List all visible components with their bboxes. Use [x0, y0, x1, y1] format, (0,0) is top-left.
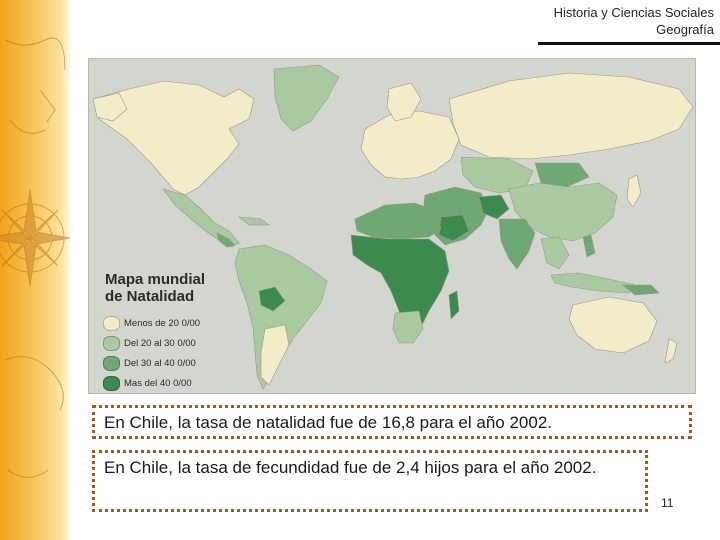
region-japan	[626, 174, 642, 208]
region-europe	[360, 110, 460, 180]
map-title-line-2: de Natalidad	[105, 288, 195, 305]
map-legend: Mapa mundial de Natalidad Menos de 20 0/…	[103, 271, 253, 393]
region-indonesia	[550, 272, 636, 294]
legend-item-medium-low: Del 20 al 30 0/00	[103, 333, 253, 353]
region-madagascar	[448, 290, 460, 320]
region-north-america	[92, 80, 255, 196]
legend-item-medium-high: Del 30 al 40 0/00	[103, 353, 253, 373]
region-russia	[448, 72, 694, 160]
legend-swatch-high	[103, 375, 120, 391]
note-fertility-rate: En Chile, la tasa de fecundidad fue de 2…	[92, 450, 648, 512]
region-mongolia	[534, 162, 590, 188]
course-title: Historia y Ciencias Sociales	[553, 5, 714, 20]
map-title-line-1: Mapa mundial	[105, 271, 206, 288]
region-south-central-asia-high	[478, 194, 510, 220]
legend-item-high: Mas del 40 0/00	[103, 373, 253, 393]
legend-label-high: Mas del 40 0/00	[124, 377, 192, 389]
region-new-guinea	[622, 284, 660, 296]
page-number: 11	[661, 496, 674, 510]
region-africa-north	[354, 202, 442, 240]
region-new-zealand	[664, 338, 678, 364]
header-divider	[538, 42, 720, 45]
region-philippines	[582, 234, 596, 258]
legend-label-medium-low: Del 20 al 30 0/00	[124, 337, 196, 349]
region-bolivia-high	[258, 286, 286, 312]
region-southern-africa	[392, 310, 424, 344]
map-title: Mapa mundial de Natalidad	[105, 271, 253, 305]
region-scandinavia	[386, 82, 422, 122]
legend-swatch-medium-high	[103, 355, 120, 371]
course-header: Historia y Ciencias Sociales Geografía	[554, 4, 714, 38]
region-central-america-high	[216, 232, 236, 248]
region-india	[498, 218, 536, 270]
legend-item-low: Menos de 20 0/00	[103, 313, 253, 333]
region-south-cone-low	[260, 324, 290, 386]
region-alaska	[92, 92, 128, 122]
note-birth-rate: En Chile, la tasa de natalidad fue de 16…	[92, 405, 692, 439]
region-greenland	[273, 64, 340, 132]
world-birth-rate-map: Mapa mundial de Natalidad Menos de 20 0/…	[88, 58, 696, 394]
legend-swatch-low	[103, 315, 120, 331]
legend-label-medium-high: Del 30 al 40 0/00	[124, 357, 196, 369]
legend-label-low: Menos de 20 0/00	[124, 317, 201, 329]
region-caribbean	[238, 216, 270, 226]
compass-rose-icon	[0, 37, 71, 478]
decorative-left-band	[0, 0, 72, 540]
region-australia	[568, 296, 658, 354]
course-subject: Geografía	[656, 22, 714, 37]
legend-swatch-medium-low	[103, 335, 120, 351]
world-map-graphic	[92, 64, 694, 390]
region-arabia-high	[438, 214, 470, 242]
region-southeast-asia	[540, 236, 570, 270]
